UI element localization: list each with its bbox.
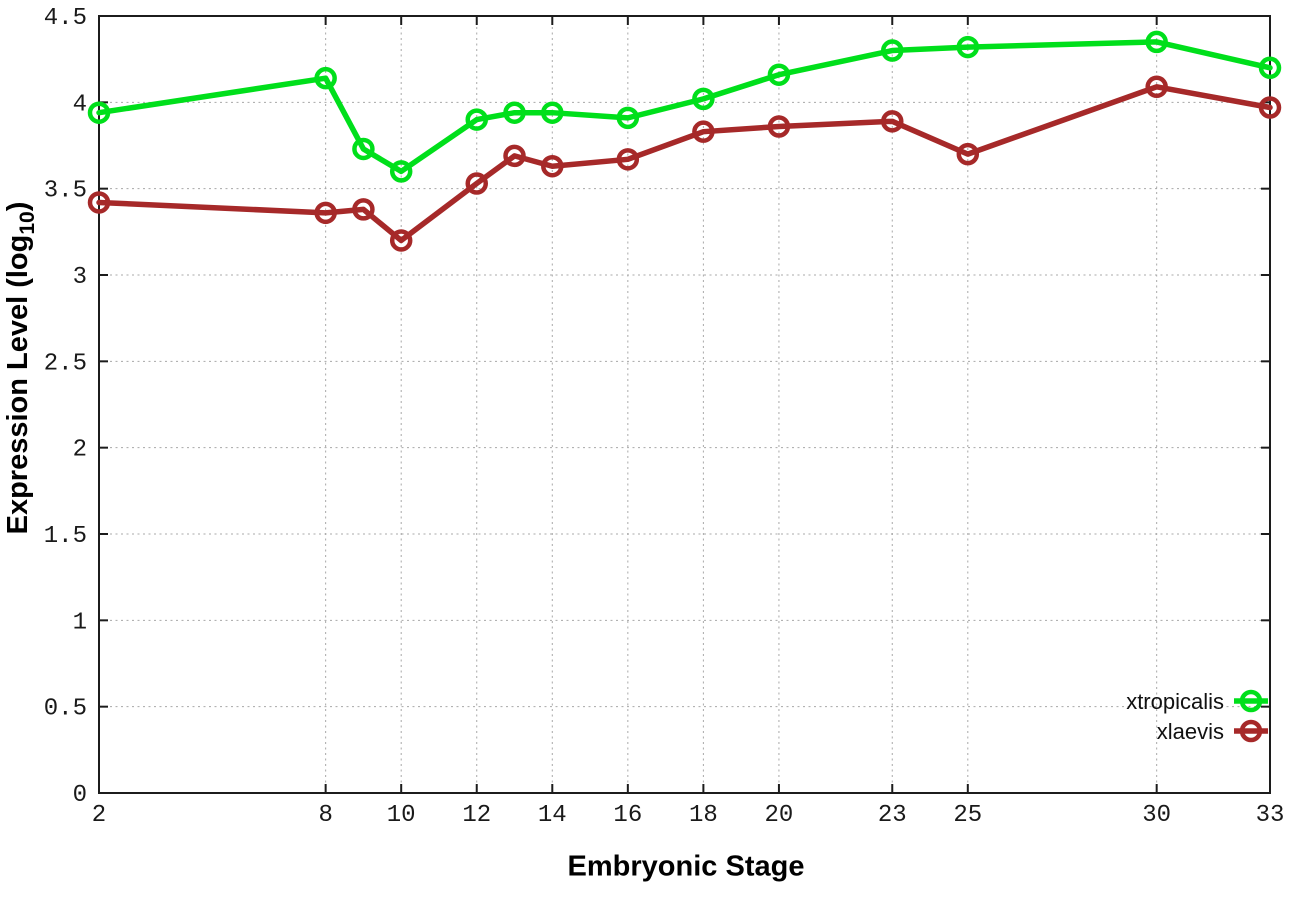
- series-line-xlaevis: [96, 84, 1273, 244]
- data-point-xlaevis: [389, 229, 413, 252]
- data-point-xlaevis: [1258, 96, 1282, 119]
- legend: xtropicalis xlaevis: [1126, 689, 1268, 744]
- y-axis-title-text: Expression Level (log: [2, 234, 34, 535]
- y-tick-label: 2.5: [44, 350, 87, 377]
- x-tick-label: 18: [689, 802, 718, 829]
- legend-label: xtropicalis: [1126, 689, 1224, 714]
- data-point-xlaevis: [352, 198, 375, 221]
- y-tick-label: 1.5: [44, 523, 87, 550]
- series-xlaevis: [87, 75, 1282, 252]
- plot-frame: [98, 15, 1271, 794]
- data-point-xtropicalis: [541, 101, 564, 124]
- y-axis-title: Expression Level (log10): [2, 202, 40, 535]
- legend-label: xlaevis: [1157, 719, 1224, 744]
- x-tick-label: 2: [92, 802, 106, 829]
- x-tick-label: 20: [765, 802, 794, 829]
- data-point-xtropicalis: [314, 66, 337, 90]
- y-tick-label: 3.5: [44, 178, 87, 205]
- data-point-xlaevis: [881, 110, 904, 133]
- data-point-xlaevis: [87, 191, 111, 214]
- data-point-xlaevis: [541, 154, 564, 178]
- data-point-xtropicalis: [767, 63, 791, 86]
- data-point-xlaevis: [692, 120, 715, 143]
- tick-labels: 2 8 10 12 14 16 18 20 23 25 30 33 0 0.5 1 1.5 2 2.5 3 3.5 4 4…: [44, 5, 1285, 829]
- tick-marks: [98, 15, 1271, 794]
- data-point-xlaevis: [616, 148, 640, 171]
- x-tick-label: 30: [1142, 802, 1171, 829]
- legend-entry-xtropicalis: xtropicalis: [1126, 689, 1268, 714]
- y-tick-label: 4: [73, 91, 87, 118]
- data-point-xtropicalis: [692, 87, 715, 111]
- y-tick-label: 3: [73, 264, 87, 291]
- data-point-xtropicalis: [1145, 30, 1168, 54]
- grid-lines: [99, 16, 1270, 793]
- data-point-xtropicalis: [389, 160, 413, 183]
- data-point-xlaevis: [503, 144, 526, 168]
- x-tick-label: 8: [318, 802, 332, 829]
- y-axis-title-suffix: ): [2, 201, 34, 212]
- y-tick-label: 2: [73, 437, 87, 464]
- x-tick-label: 10: [387, 802, 416, 829]
- x-tick-label: 12: [462, 802, 491, 829]
- data-point-xtropicalis: [87, 101, 111, 124]
- y-axis-title-subscript: 10: [16, 211, 39, 235]
- legend-marker: [1239, 719, 1263, 743]
- x-tick-label: 14: [538, 802, 567, 829]
- data-point-xtropicalis: [956, 35, 980, 59]
- data-point-xlaevis: [956, 142, 980, 166]
- y-tick-label: 4.5: [44, 5, 87, 32]
- data-point-xtropicalis: [616, 106, 640, 130]
- x-tick-label: 23: [878, 802, 907, 829]
- data-point-xlaevis: [767, 115, 791, 138]
- data-point-xtropicalis: [465, 108, 488, 131]
- legend-entry-xlaevis: xlaevis: [1157, 719, 1268, 744]
- series-xtropicalis: [87, 30, 1282, 183]
- data-point-xlaevis: [465, 172, 488, 195]
- x-tick-label: 33: [1256, 802, 1285, 829]
- y-tick-label: 0.5: [44, 696, 87, 723]
- y-tick-label: 0: [73, 782, 87, 809]
- legend-marker: [1239, 689, 1263, 713]
- y-tick-label: 1: [73, 609, 87, 636]
- x-axis-title: Embryonic Stage: [567, 850, 805, 883]
- data-point-xtropicalis: [352, 137, 375, 161]
- x-tick-label: 16: [613, 802, 642, 829]
- data-point-xlaevis: [1145, 75, 1168, 99]
- data-point-xtropicalis: [881, 39, 904, 62]
- data-point-xlaevis: [314, 201, 337, 225]
- data-point-xtropicalis: [1258, 56, 1282, 80]
- data-point-xtropicalis: [503, 101, 526, 124]
- x-tick-label: 25: [953, 802, 982, 829]
